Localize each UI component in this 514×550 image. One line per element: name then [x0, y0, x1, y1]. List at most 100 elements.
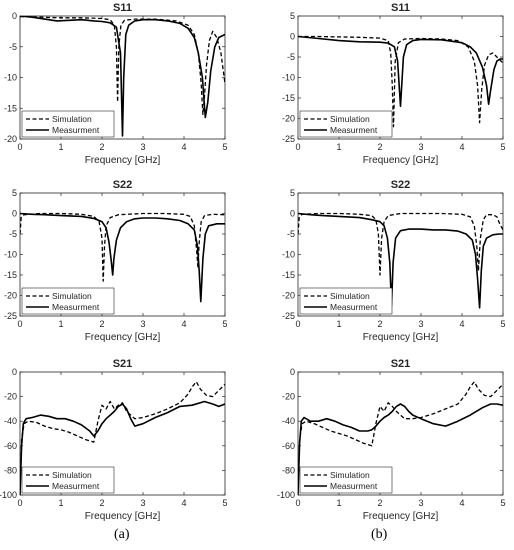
series-group — [298, 212, 503, 309]
x-axis-label: Frequency [GHz] — [85, 332, 161, 343]
x-tick-label: 2 — [99, 142, 104, 152]
x-tick-label: 1 — [336, 498, 341, 508]
y-tick-label: -10 — [282, 250, 295, 260]
measurement-line — [298, 35, 503, 107]
chart-panel: S21 0 1 2 3 4 5 0 -20 -40 -60 -80 -100 Frequency [GHz… — [0, 358, 228, 522]
y-tick-label: -100 — [0, 490, 17, 500]
chart-panel: S22 0 1 2 3 4 5 5 0 -5 -10 -15 -20 -25 Frequency [GHz]… — [4, 179, 228, 343]
simulation-line — [298, 212, 503, 276]
legend-entry: Measurment — [330, 481, 378, 491]
x-tick-label: 5 — [500, 498, 505, 508]
legend-entry: Simulation — [52, 291, 92, 301]
y-tick-label: 0 — [12, 367, 17, 377]
y-tick-label: -60 — [282, 441, 295, 451]
x-tick-label: 0 — [17, 142, 22, 152]
y-tick-label: -80 — [4, 465, 17, 475]
x-axis-label: Frequency [GHz] — [363, 155, 439, 166]
y-tick-label: -40 — [282, 416, 295, 426]
series-group — [298, 35, 503, 128]
x-tick-label: 1 — [336, 142, 341, 152]
legend-entry: Simulation — [52, 470, 92, 480]
x-tick-label: 3 — [140, 319, 145, 329]
simulation-line — [298, 35, 503, 128]
x-tick-label: 5 — [222, 498, 227, 508]
measurement-line — [298, 403, 503, 495]
chart-title: S22 — [391, 179, 411, 191]
legend-box — [299, 287, 393, 315]
legend-entry: Measurment — [52, 125, 100, 135]
x-tick-label: 2 — [377, 498, 382, 508]
y-tick-label: 0 — [12, 209, 17, 219]
x-tick-label: 4 — [459, 498, 464, 508]
x-tick-label: 1 — [336, 319, 341, 329]
legend-entry: Simulation — [330, 114, 370, 124]
x-tick-label: 3 — [418, 319, 423, 329]
x-tick-label: 3 — [418, 142, 423, 152]
y-tick-label: -15 — [282, 270, 295, 280]
x-tick-label: 4 — [181, 319, 186, 329]
legend-box — [21, 287, 115, 315]
chart-panel: S21 0 1 2 3 4 5 0 -20 -40 -60 -80 -100 Frequency [GHz… — [277, 358, 506, 522]
x-tick-label: 0 — [295, 498, 300, 508]
legend-entry: Measurment — [52, 302, 100, 312]
chart-title: S11 — [391, 2, 410, 14]
x-axis-label: Frequency [GHz] — [363, 332, 439, 343]
y-tick-label: 5 — [12, 188, 17, 198]
chart-title: S21 — [391, 358, 411, 370]
x-tick-label: 5 — [222, 319, 227, 329]
y-tick-label: -25 — [4, 311, 17, 321]
x-axis-label: Frequency [GHz] — [363, 511, 439, 522]
x-tick-label: 3 — [140, 142, 145, 152]
simulation-line — [298, 381, 503, 489]
legend-box — [299, 110, 393, 138]
y-tick-label: -5 — [287, 52, 295, 62]
y-tick-label: 5 — [290, 11, 295, 21]
y-tick-label: -15 — [282, 93, 295, 103]
x-axis-label: Frequency [GHz] — [85, 155, 161, 166]
legend-entry: Simulation — [330, 470, 370, 480]
y-tick-label: -60 — [4, 441, 17, 451]
y-tick-label: -15 — [4, 103, 17, 113]
chart-panel: S11 0 1 2 3 4 5 5 0 -5 -10 -15 -20 -25 Frequency [GHz]… — [282, 2, 506, 166]
y-tick-label: 0 — [290, 209, 295, 219]
chart-panel: S11 0 1 2 3 4 5 0 -5 -10 -15 -20 Frequency [GHz] Simu… — [4, 2, 228, 166]
legend-box — [21, 110, 115, 138]
legend-entry: Measurment — [330, 302, 378, 312]
chart-panel: S22 0 1 2 3 4 5 5 0 -5 -10 -15 -20 -25 Frequency [GHz]… — [282, 179, 506, 343]
y-tick-label: -15 — [4, 270, 17, 280]
y-tick-label: -10 — [4, 73, 17, 83]
measurement-line — [20, 400, 225, 495]
x-tick-label: 0 — [17, 498, 22, 508]
legend-entry: Simulation — [330, 291, 370, 301]
simulation-line — [20, 212, 225, 282]
y-tick-label: 0 — [12, 11, 17, 21]
x-tick-label: 5 — [500, 142, 505, 152]
y-tick-label: -5 — [9, 42, 17, 52]
chart-title: S21 — [113, 358, 133, 370]
x-tick-label: 1 — [58, 319, 63, 329]
y-tick-label: -100 — [277, 490, 295, 500]
x-tick-label: 1 — [58, 142, 63, 152]
simulation-line — [20, 381, 225, 495]
x-tick-label: 5 — [222, 142, 227, 152]
x-tick-label: 5 — [500, 319, 505, 329]
x-tick-label: 4 — [181, 498, 186, 508]
x-tick-label: 4 — [459, 142, 464, 152]
legend-entry: Measurment — [52, 481, 100, 491]
chart-title: S22 — [113, 179, 133, 191]
legend-entry: Measurment — [330, 125, 378, 135]
y-tick-label: -5 — [9, 229, 17, 239]
y-tick-label: -40 — [4, 416, 17, 426]
x-tick-label: 0 — [295, 142, 300, 152]
x-tick-label: 2 — [377, 142, 382, 152]
y-tick-label: -25 — [282, 134, 295, 144]
y-tick-label: 0 — [290, 367, 295, 377]
x-tick-label: 0 — [295, 319, 300, 329]
x-tick-label: 2 — [377, 319, 382, 329]
y-tick-label: -25 — [282, 311, 295, 321]
y-tick-label: -10 — [282, 73, 295, 83]
